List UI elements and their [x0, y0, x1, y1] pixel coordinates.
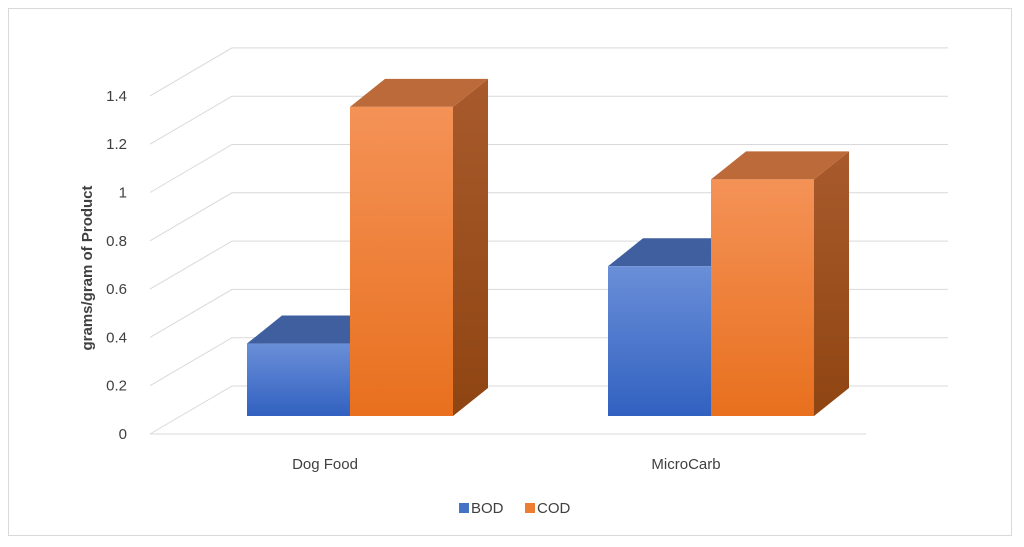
bar-front-face [711, 179, 814, 416]
x-category-label: Dog Food [292, 456, 358, 473]
gridline [149, 192, 948, 242]
bar-cod [350, 78, 488, 416]
bar-cod [711, 151, 849, 416]
y-tick-label: 0.2 [106, 378, 127, 395]
legend-label: COD [537, 500, 571, 517]
bar-side-face [453, 78, 488, 416]
y-tick-label: 0.8 [106, 233, 127, 250]
y-tick-label: 1.4 [106, 88, 127, 105]
gridline [149, 144, 948, 193]
bar-top-face [350, 78, 488, 107]
y-tick-label: 0.6 [106, 281, 127, 298]
legend-item-cod: COD [525, 500, 571, 517]
y-tick-label: 1.2 [106, 136, 127, 153]
gridline [149, 95, 948, 145]
legend-item-bod: BOD [459, 500, 504, 517]
bar-front-face [608, 266, 711, 416]
y-tick-label: 0 [119, 426, 127, 443]
y-tick-label: 0.4 [106, 329, 127, 346]
bar-top-face [711, 151, 849, 180]
bar-front-face [247, 343, 350, 416]
legend-swatch [525, 503, 535, 513]
x-category-label: MicroCarb [651, 456, 720, 473]
gridline [149, 47, 948, 97]
y-tick-label: 1 [119, 185, 127, 202]
y-axis-label: grams/gram of Product [79, 185, 96, 350]
legend-label: BOD [471, 500, 504, 517]
legend-swatch [459, 503, 469, 513]
bar-front-face [350, 106, 453, 416]
bar-side-face [814, 151, 849, 416]
